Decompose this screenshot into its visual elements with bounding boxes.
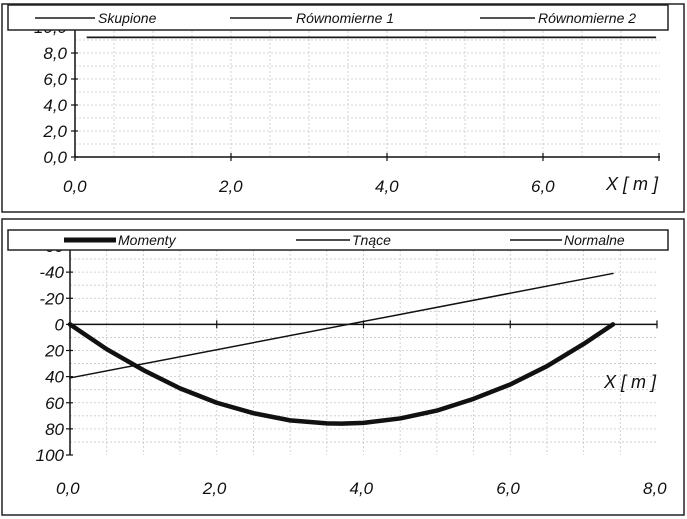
bottom-y-tick-label: 100 — [36, 446, 65, 465]
top-y-tick-label: 6,0 — [43, 70, 67, 89]
top-chart-xlabel: X [ m ] — [605, 174, 659, 194]
bottom-x-tick-label: 0,0 — [56, 479, 80, 498]
legend-label-normalne: Normalne — [564, 232, 625, 248]
legend-label-momenty: Momenty — [118, 232, 177, 248]
top-chart-legend — [7, 4, 669, 31]
series-line-momenty — [67, 322, 616, 426]
bottom-chart-axes — [66, 245, 658, 456]
bottom-y-tick-label: 0 — [55, 315, 65, 334]
top-chart-grid — [75, 27, 660, 157]
top-x-tick-label: 0,0 — [63, 177, 87, 196]
bottom-y-tick-label: -20 — [39, 289, 64, 308]
bottom-x-tick-label: 6,0 — [496, 479, 520, 498]
top-y-tick-label: 8,0 — [43, 44, 67, 63]
bottom-chart-frame — [1, 218, 685, 516]
legend-label-rownomierne-2: Równomierne 2 — [538, 10, 636, 26]
top-y-tick-label: 0,0 — [43, 148, 67, 167]
top-x-tick-label: 2,0 — [218, 177, 243, 196]
bottom-x-tick-label: 4,0 — [350, 479, 374, 498]
top-y-tick-label: 2,0 — [42, 122, 67, 141]
legend-label-rownomierne-1: Równomierne 1 — [296, 10, 394, 26]
bottom-x-tick-label: 8,0 — [643, 479, 667, 498]
top-chart-frame — [1, 3, 685, 213]
bottom-y-tick-label: -40 — [39, 263, 64, 282]
top-x-tick-label: 6,0 — [531, 177, 555, 196]
bottom-chart-series — [67, 272, 616, 426]
bottom-y-tick-label: 80 — [45, 420, 64, 439]
bottom-x-tick-label: 2,0 — [202, 479, 227, 498]
top-x-tick-label: 4,0 — [375, 177, 399, 196]
bottom-y-tick-label: 20 — [44, 342, 64, 361]
bottom-chart-xlabel: X [ m ] — [603, 372, 657, 392]
top-chart-axes — [71, 26, 660, 161]
legend-label-skupione: Skupione — [98, 10, 157, 26]
bottom-y-tick-label: 60 — [45, 394, 64, 413]
series-line-tnace — [69, 272, 614, 379]
bottom-y-tick-label: 40 — [45, 368, 64, 387]
top-y-tick-label: 4,0 — [43, 96, 67, 115]
legend-label-tnace: Tnące — [352, 232, 391, 248]
top-chart-tick-labels: 0,02,04,06,00,02,04,06,08,010,0 — [34, 18, 555, 196]
